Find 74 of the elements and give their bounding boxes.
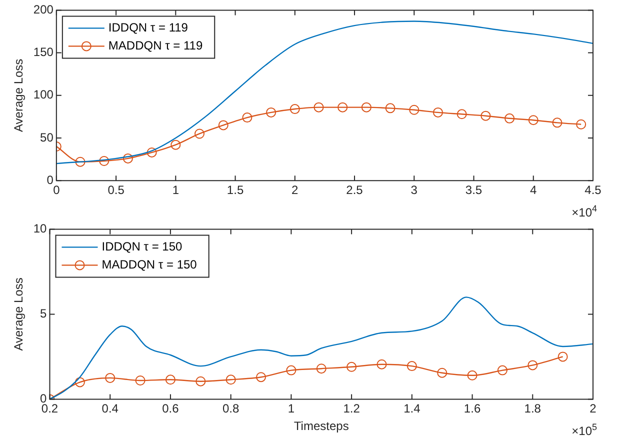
x-tick-label: 1.2 xyxy=(343,402,360,416)
point xyxy=(165,374,176,385)
point xyxy=(226,374,236,385)
point xyxy=(558,352,568,362)
x-tick-label: 3 xyxy=(410,183,418,198)
point xyxy=(528,115,538,126)
line-series xyxy=(56,20,593,164)
y-tick-label: 5 xyxy=(40,306,48,321)
point xyxy=(385,103,396,114)
y-tick-label: 200 xyxy=(33,2,54,17)
x-tick-label: 2.5 xyxy=(346,183,364,198)
point xyxy=(432,107,443,118)
point xyxy=(122,153,133,164)
point xyxy=(314,102,324,112)
x-tick-label: 4 xyxy=(530,183,538,198)
point xyxy=(338,102,348,112)
point xyxy=(437,368,448,378)
y-tick-label: 100 xyxy=(33,88,54,102)
x-tick-label: 2 xyxy=(590,402,597,416)
x-tick-label: 0.6 xyxy=(162,402,180,416)
x-tick-label: 1.8 xyxy=(524,402,542,416)
x-tick-label: 4.5 xyxy=(584,183,602,198)
point xyxy=(480,110,491,121)
legend-label: MADDQN τ = 150 xyxy=(102,258,198,272)
point xyxy=(528,360,538,370)
point xyxy=(316,364,326,374)
point xyxy=(74,377,85,388)
point xyxy=(99,156,110,166)
x-tick-label: 1 xyxy=(288,402,295,416)
point xyxy=(346,362,357,372)
x-tick-label: 1.5 xyxy=(226,183,244,198)
point xyxy=(218,120,228,130)
point xyxy=(194,128,205,139)
x-tick-label: 0.8 xyxy=(222,402,240,416)
point xyxy=(467,370,478,380)
x-tick-label: 0.2 xyxy=(41,402,58,416)
point xyxy=(105,372,116,383)
point xyxy=(552,118,562,128)
y-tick-label: 10 xyxy=(33,222,48,236)
x-tick-label: 1 xyxy=(172,183,180,198)
legend-label: IDDQN τ = 150 xyxy=(102,240,183,254)
x-tick-label: 3.5 xyxy=(465,183,482,198)
legend-label: MADDQN τ = 119 xyxy=(108,38,203,53)
point xyxy=(409,104,420,115)
point xyxy=(242,112,252,123)
point xyxy=(266,107,276,118)
point xyxy=(75,156,86,167)
y-tick-label: 50 xyxy=(40,130,54,144)
point xyxy=(504,113,515,124)
x-tick-label: 1.6 xyxy=(464,402,481,416)
y-axis-title: Average Loss xyxy=(12,58,26,132)
y-tick-label: 150 xyxy=(33,45,54,60)
legend-label: IDDQN τ = 119 xyxy=(108,20,188,35)
point xyxy=(256,372,266,382)
point xyxy=(170,140,181,150)
point xyxy=(456,109,467,120)
line-series xyxy=(50,296,593,400)
point xyxy=(290,104,300,114)
point xyxy=(361,102,372,112)
x-tick-label: 0.5 xyxy=(108,183,125,198)
y-axis-title: Average Loss xyxy=(12,278,26,351)
x-tick-label: 0.4 xyxy=(102,402,119,416)
point xyxy=(497,365,508,376)
point xyxy=(286,365,296,376)
point xyxy=(196,376,206,386)
point xyxy=(406,361,417,372)
point xyxy=(146,147,157,158)
x-tick-label: 2 xyxy=(292,183,299,198)
point xyxy=(376,359,387,370)
point xyxy=(576,119,586,130)
y-tick-label: 0 xyxy=(46,172,54,187)
x-axis-title: Timesteps xyxy=(294,419,349,434)
point xyxy=(135,376,146,386)
x-tick-label: 1.4 xyxy=(404,402,421,416)
